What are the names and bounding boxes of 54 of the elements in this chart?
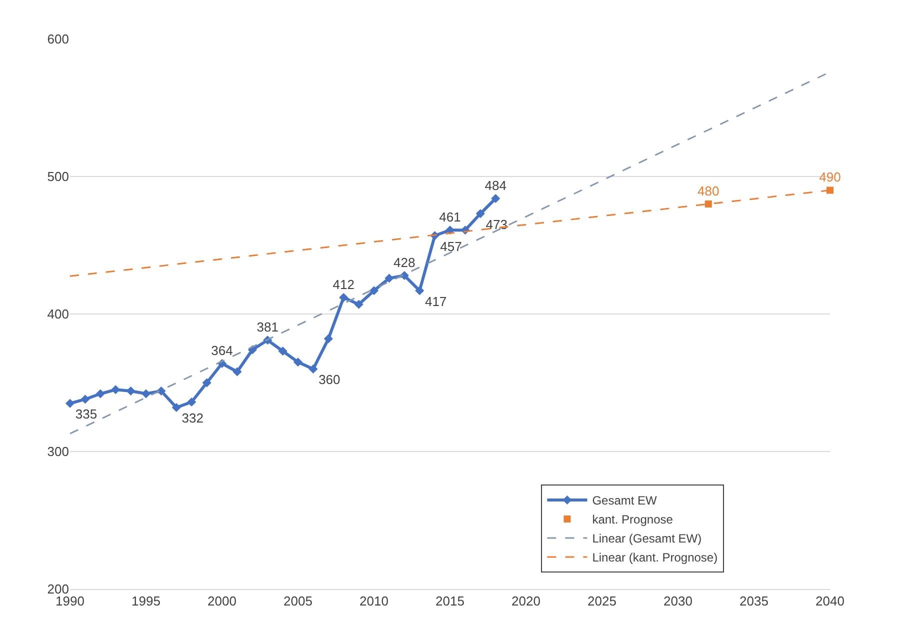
data-label: 457 [440,238,462,254]
data-label: 381 [256,320,278,335]
point [156,386,166,396]
legend-label: Linear (Gesamt EW) [592,532,702,546]
point [384,274,394,283]
point [308,364,318,374]
point [96,389,105,398]
data-label: 335 [75,406,98,422]
x-tick-label: 2020 [512,594,540,609]
data-label: 332 [182,410,204,426]
point [232,367,242,376]
x-tick-label: 2015 [436,594,464,609]
point [126,386,136,396]
y-tick-label: 400 [47,306,69,322]
legend-label: kant. Prognose [592,512,674,527]
legend-label: Gesamt EW [592,494,658,508]
point [491,194,500,204]
x-tick-label: 2025 [588,594,616,609]
data-label: 364 [211,342,233,358]
point [80,394,90,404]
data-label: 461 [439,210,461,225]
x-tick-label: 2030 [664,594,692,609]
data-label: 360 [318,372,340,388]
data-label: 484 [484,178,506,193]
x-tick-label: 1995 [132,594,160,609]
x-tick-label: 2035 [740,594,768,609]
y-tick-label: 300 [47,444,69,460]
data-label: 473 [486,216,508,232]
x-tick-label: 2005 [284,594,312,609]
data-label: 417 [424,294,447,309]
legend-label: Linear (kant. Prognose) [592,550,718,565]
point [202,378,212,388]
point [172,402,181,412]
data-label: 412 [332,276,354,292]
x-tick-label: 2000 [208,594,236,609]
data-label: 480 [698,183,720,198]
point [476,209,485,218]
point [339,292,348,302]
y-tick-label: 500 [47,169,69,184]
point [293,358,303,367]
y-tick-label: 600 [47,32,69,47]
x-tick-label: 2010 [360,594,388,609]
point [354,300,364,309]
point [141,389,151,398]
point [187,397,196,407]
point [324,334,333,344]
data-label: 428 [394,254,416,270]
point [278,346,288,356]
point [415,286,424,296]
x-tick-label: 2040 [816,594,844,609]
point [704,200,712,208]
point [65,398,75,408]
point [369,286,379,296]
data-label: 490 [819,170,841,185]
